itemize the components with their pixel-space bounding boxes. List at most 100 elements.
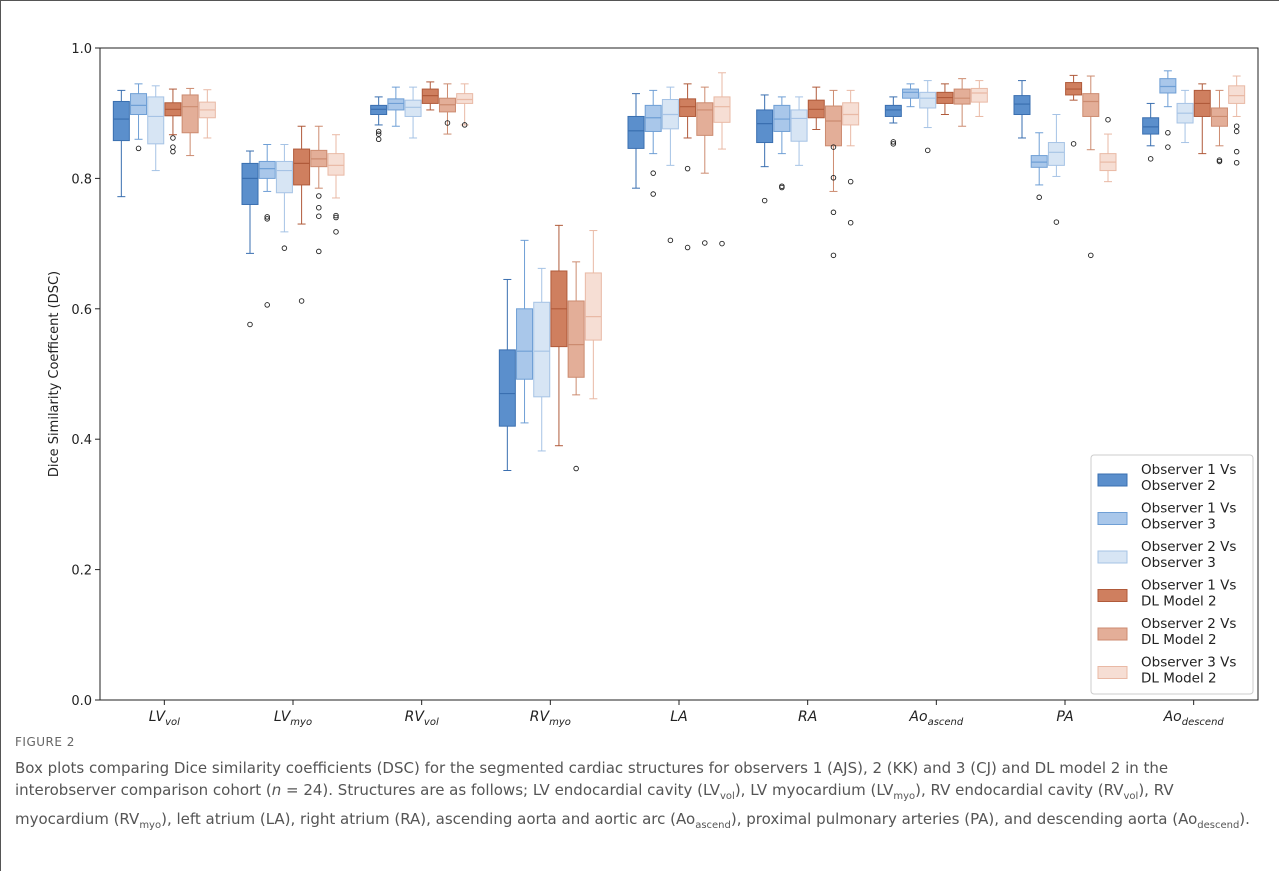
legend-label: Observer 3 Vs [1141, 655, 1236, 671]
box [713, 96, 731, 123]
outlier-point [316, 213, 322, 219]
y-tick-label: 0.2 [71, 564, 92, 579]
legend-label: Observer 2 [1141, 478, 1216, 494]
outlier-point [890, 141, 897, 147]
box [1159, 78, 1177, 94]
outlier-point [1233, 128, 1240, 135]
box [696, 102, 714, 136]
x-tick-label: Aodescend [1163, 709, 1225, 728]
box [679, 98, 697, 117]
outlier-point [264, 302, 270, 308]
outlier-point [830, 144, 837, 150]
caption-text: Box plots comparing Dice similarity coef… [15, 759, 1250, 831]
outlier-point [375, 128, 382, 135]
series-group [198, 72, 1246, 400]
outlier-point [1233, 148, 1240, 155]
outlier-point [1070, 141, 1077, 147]
box [1082, 93, 1100, 117]
series-group [112, 80, 1160, 471]
outlier-point [667, 237, 674, 244]
outlier-point [1105, 116, 1111, 123]
box [970, 87, 988, 103]
series-group [164, 74, 1211, 447]
outlier-point [333, 212, 339, 219]
y-tick-label: 0.6 [71, 303, 92, 318]
outlier-point [847, 219, 854, 226]
outlier-point [135, 145, 142, 152]
legend-swatch [1097, 627, 1128, 641]
box [327, 153, 345, 176]
outlier-point [170, 135, 176, 141]
box [130, 93, 148, 116]
outlier-point [461, 122, 468, 128]
outlier-point [170, 144, 176, 150]
box [456, 93, 474, 104]
box-plot-chart: 0.0 0.2 0.4 0.6 0.8 1.0 Dice Similarity Coeffi… [47, 42, 1259, 728]
x-tick-label: RVmyo [530, 709, 571, 728]
box [533, 301, 551, 398]
box [293, 148, 311, 186]
outlier-point [170, 148, 176, 155]
box [824, 105, 842, 147]
box [1030, 155, 1048, 168]
outlier-point [924, 147, 931, 154]
box [275, 160, 293, 194]
outlier-point [281, 245, 288, 251]
outlier-point [830, 209, 837, 216]
box [387, 98, 405, 111]
outlier-point [650, 170, 656, 176]
x-tick-label: LA [670, 709, 687, 725]
y-tick-label: 0.8 [71, 172, 92, 187]
outlier-point [316, 248, 322, 255]
outlier-point [264, 214, 270, 220]
outlier-point [830, 174, 837, 181]
series-group [181, 75, 1228, 472]
box [919, 91, 937, 109]
plot-area-frame [99, 47, 1259, 701]
outlier-point [890, 139, 897, 145]
box [884, 104, 902, 117]
figure-caption: FIGURE 2 Box plots comparing Dice simila… [15, 735, 1255, 837]
y-tick-label: 1.0 [71, 42, 92, 57]
outlier-point [375, 131, 382, 137]
outlier-point [1216, 158, 1223, 165]
outlier-point [1088, 252, 1094, 259]
y-tick-label: 0.0 [71, 694, 92, 709]
legend-swatch [1097, 550, 1128, 564]
outlier-point [1147, 156, 1154, 162]
outlier-point [719, 240, 725, 247]
outlier-point [247, 321, 253, 328]
box [181, 94, 199, 134]
legend-box [1090, 454, 1254, 695]
outlier-point [830, 252, 837, 259]
legend-label: Observer 1 Vs [1141, 501, 1236, 517]
y-axis-label: Dice Similarity Coefficent (DSC) [47, 271, 62, 477]
box [1013, 95, 1031, 116]
outlier-point [444, 120, 451, 126]
box [790, 109, 808, 142]
legend-label: DL Model 2 [1141, 671, 1217, 687]
outlier-point [264, 216, 270, 222]
box [112, 100, 130, 142]
legend-label: Observer 2 Vs [1141, 539, 1236, 555]
legend-label: Observer 2 Vs [1141, 616, 1236, 632]
outlier-point [1233, 160, 1240, 166]
legend-label: DL Model 2 [1141, 594, 1217, 610]
box [627, 115, 645, 149]
legend-swatch [1097, 666, 1128, 679]
x-tick-label: RA [798, 709, 817, 725]
box [147, 96, 165, 145]
x-tick-label: RVvol [405, 709, 439, 728]
y-tick-label: 0.4 [71, 433, 92, 448]
legend-swatch [1097, 589, 1128, 602]
outlier-point [1165, 130, 1171, 136]
outlier-point [684, 244, 691, 251]
box [644, 104, 662, 132]
box [902, 88, 920, 99]
box [258, 160, 276, 179]
outlier-point [684, 165, 691, 172]
series-group [147, 80, 1194, 452]
legend-swatch [1097, 473, 1128, 487]
outlier-point [333, 214, 339, 221]
